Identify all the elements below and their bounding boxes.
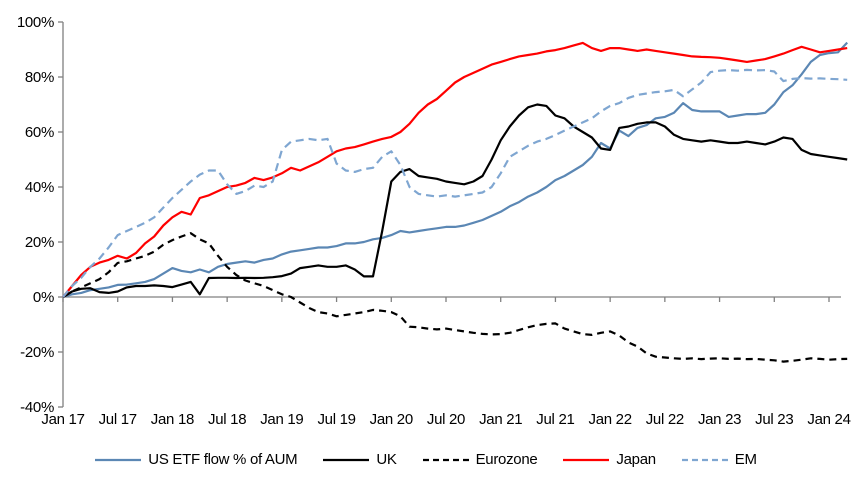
x-axis-label: Jul 17 xyxy=(99,411,137,428)
series-line-us-etf-flow-of-aum xyxy=(62,41,849,299)
x-axis-label: Jan 18 xyxy=(151,411,194,428)
x-axis-label: Jul 19 xyxy=(317,411,355,428)
series-line-uk xyxy=(62,103,848,298)
y-axis-label: -20% xyxy=(20,344,54,361)
legend-item-em: EM xyxy=(681,451,757,468)
y-axis-label: 100% xyxy=(17,14,54,31)
series-line-japan xyxy=(62,41,848,298)
legend-line-sample xyxy=(95,458,142,461)
x-axis-label: Jul 20 xyxy=(427,411,465,428)
y-axis-label: 80% xyxy=(25,69,54,86)
legend-item-us-etf-flow-of-aum: US ETF flow % of AUM xyxy=(95,451,298,468)
y-axis-label: -40% xyxy=(20,399,54,416)
series-line-eurozone xyxy=(62,232,848,363)
x-axis-label: Jul 22 xyxy=(646,411,684,428)
legend-line-sample xyxy=(563,458,610,461)
legend-item-japan: Japan xyxy=(563,451,656,468)
y-axis-label: 0% xyxy=(33,289,54,306)
legend-label: UK xyxy=(376,451,397,468)
y-axis-label: 40% xyxy=(25,179,54,196)
y-axis-label: 20% xyxy=(25,234,54,251)
y-axis-label: 60% xyxy=(25,124,54,141)
x-axis-label: Jul 18 xyxy=(208,411,246,428)
x-axis-label: Jan 24 xyxy=(807,411,850,428)
chart-legend: US ETF flow % of AUM UK Eurozone Japan EM xyxy=(0,451,852,468)
x-axis-label: Jan 19 xyxy=(260,411,303,428)
legend-label: EM xyxy=(734,451,757,468)
x-axis-label: Jul 23 xyxy=(755,411,793,428)
legend-label: Japan xyxy=(616,451,656,468)
legend-label: Eurozone xyxy=(475,451,538,468)
x-axis-label: Jan 17 xyxy=(41,411,84,428)
x-axis-label: Jan 21 xyxy=(479,411,522,428)
legend-line-sample xyxy=(681,458,728,461)
series-line-em xyxy=(62,68,848,298)
legend-item-eurozone: Eurozone xyxy=(422,451,538,468)
x-axis-label: Jan 20 xyxy=(370,411,413,428)
legend-item-uk: UK xyxy=(323,451,397,468)
legend-label: US ETF flow % of AUM xyxy=(148,451,298,468)
x-axis-label: Jul 21 xyxy=(536,411,574,428)
x-axis-label: Jan 22 xyxy=(589,411,632,428)
legend-line-sample xyxy=(323,458,370,461)
x-axis-label: Jan 23 xyxy=(698,411,741,428)
legend-line-sample xyxy=(422,458,469,461)
